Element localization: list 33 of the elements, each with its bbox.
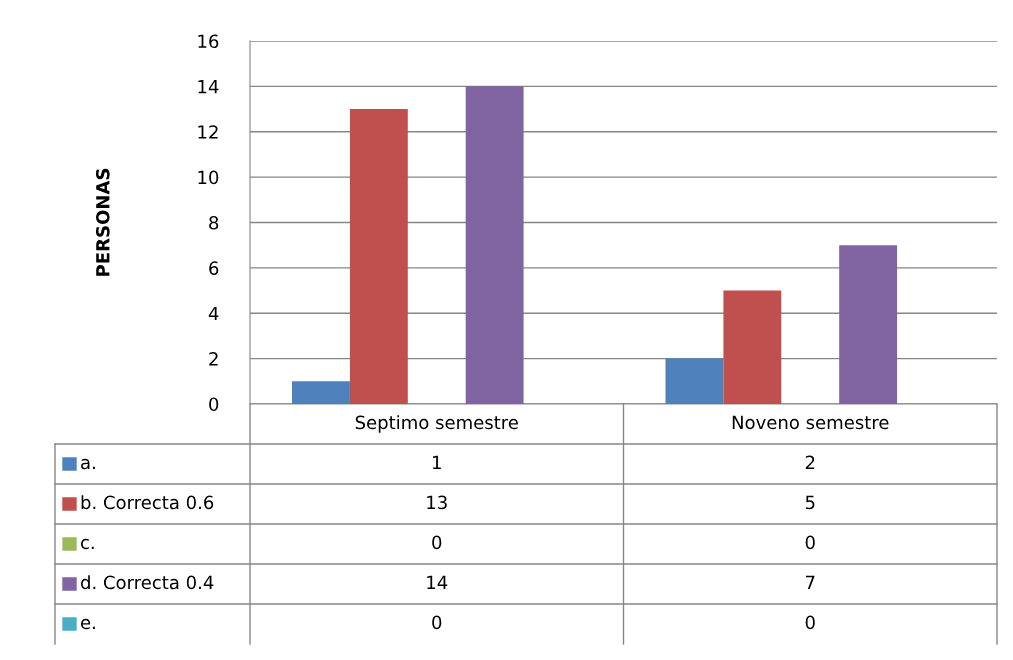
bar xyxy=(723,290,782,404)
data-label: 1 xyxy=(432,455,441,469)
legend-label: e. xyxy=(81,618,95,630)
y-tick-label: 8 xyxy=(209,215,219,230)
y-tick-label: 10 xyxy=(198,170,219,185)
data-label: 0 xyxy=(432,615,442,630)
y-axis-title: PERSONAS xyxy=(95,168,110,276)
y-tick-label: 0 xyxy=(209,397,219,412)
data-label: 0 xyxy=(805,535,815,550)
bar xyxy=(292,381,350,404)
data-label: 7 xyxy=(805,575,815,589)
bar xyxy=(349,109,408,404)
y-tick-label: 6 xyxy=(209,261,219,275)
legend-label: d. Correcta 0.4 xyxy=(81,575,214,590)
data-label: 13 xyxy=(427,495,447,510)
y-tick-label: 4 xyxy=(208,306,219,321)
y-tick-label: 16 xyxy=(198,34,219,49)
legend-label: b. Correcta 0.6 xyxy=(81,495,214,510)
bar xyxy=(839,245,898,404)
y-tick-label: 2 xyxy=(209,352,218,366)
bar xyxy=(665,358,724,404)
data-label: 0 xyxy=(432,535,442,550)
y-tick-label: 14 xyxy=(198,80,219,94)
y-tick-label: 12 xyxy=(198,125,218,139)
legend-label: c. xyxy=(81,538,94,550)
legend-label: a. xyxy=(81,458,95,470)
data-label: 0 xyxy=(805,615,815,630)
bar xyxy=(465,86,524,404)
x-tick-label: Septimo semestre xyxy=(355,415,518,433)
data-label: 5 xyxy=(805,495,815,510)
x-tick-label: Noveno semestre xyxy=(732,415,889,430)
data-label: 14 xyxy=(427,575,448,589)
data-label: 2 xyxy=(805,455,815,469)
